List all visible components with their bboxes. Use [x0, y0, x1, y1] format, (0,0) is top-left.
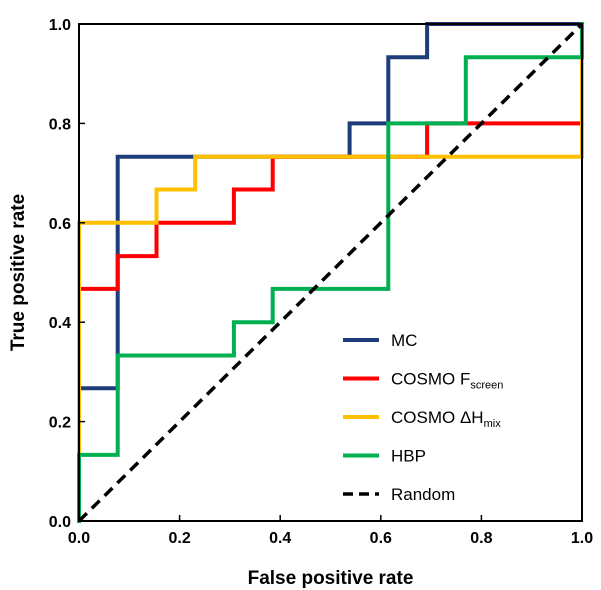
legend-label-2: COSMO Fscreen [391, 370, 503, 392]
x-tick-label: 1.0 [571, 530, 593, 547]
plot-frame [78, 23, 583, 522]
y-tick-label: 0.6 [49, 216, 71, 233]
series-line-5 [77, 22, 584, 523]
series-line-2 [77, 22, 584, 523]
x-tick-label: 0.8 [470, 530, 492, 547]
y-tick-label: 1.0 [49, 17, 71, 34]
ticks-layer: 0.0 0.2 0.4 0.6 0.8 1.0 0.0 0.2 0.4 0.6 0.8 1.0 [49, 17, 593, 547]
x-axis-title: False positive rate [248, 568, 414, 589]
x-tick-label: 0.0 [68, 530, 90, 547]
legend-subscript-3: mix [484, 418, 502, 430]
legend-label-3: COSMO ΔHmix [391, 408, 501, 430]
legend-label-5: Random [391, 485, 455, 504]
y-tick-label: 0.2 [49, 415, 71, 432]
x-tick-label: 0.4 [269, 530, 291, 547]
series-layer [77, 22, 584, 523]
y-tick-label: 0.4 [49, 315, 71, 332]
y-axis-title: True positive rate [8, 194, 29, 351]
series-line-1 [77, 22, 584, 523]
legend: MC COSMO Fscreen COSMO ΔHmix HBP Random [343, 331, 503, 504]
series-line-3 [77, 22, 584, 523]
legend-label-1: MC [391, 331, 417, 350]
x-tick-label: 0.6 [370, 530, 392, 547]
x-tick-label: 0.2 [168, 530, 190, 547]
y-tick-label: 0.0 [49, 514, 71, 531]
legend-label-4: HBP [391, 447, 426, 466]
series-line-4 [77, 22, 584, 523]
legend-subscript-2: screen [470, 380, 503, 392]
y-tick-label: 0.8 [49, 116, 71, 133]
